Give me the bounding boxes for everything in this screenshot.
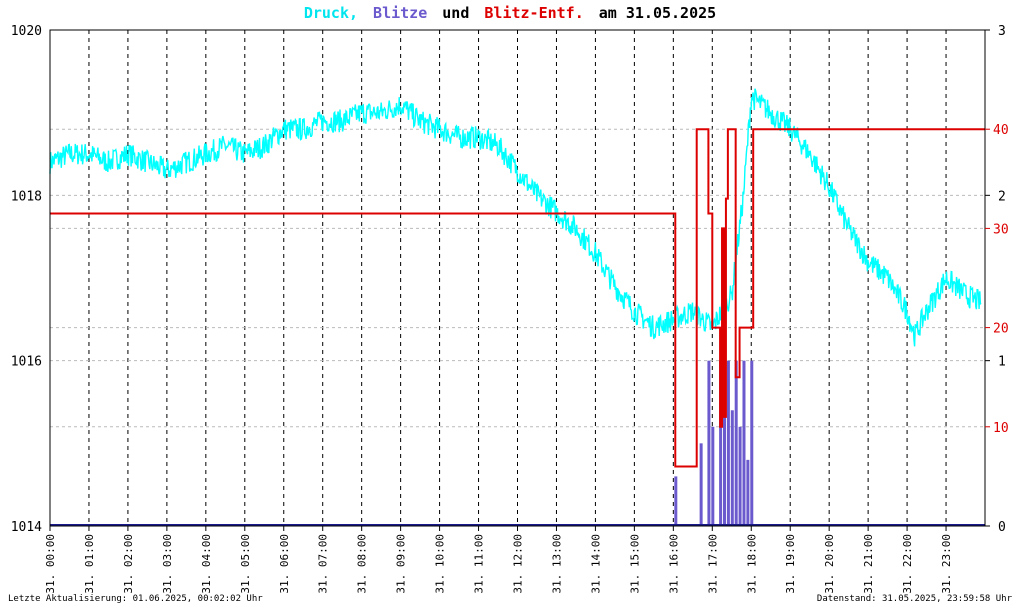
grid (50, 30, 985, 526)
title-date: am 31.05.2025 (599, 4, 716, 22)
strike-bar (711, 426, 715, 526)
x-tick-label: 31. 00:00 (44, 534, 57, 594)
x-tick-label: 31. 03:00 (161, 534, 174, 594)
x-tick-label: 31. 14:00 (589, 534, 602, 594)
footer-data-status: Datenstand: 31.05.2025, 23:59:58 Uhr (817, 594, 1013, 604)
x-tick-label: 31. 12:00 (512, 534, 525, 594)
y-left-tick-label: 1014 (11, 520, 42, 535)
y-left-tick-label: 1018 (11, 189, 42, 204)
x-tick-label: 31. 07:00 (317, 534, 330, 594)
x-tick-label: 31. 20:00 (823, 534, 836, 594)
x-tick-label: 31. 18:00 (745, 534, 758, 594)
x-tick-label: 31. 23:00 (940, 534, 953, 594)
pressure-series (49, 88, 982, 347)
y-right-distance-tick-label: 40 (993, 123, 1009, 138)
footer-last-update: Letzte Aktualisierung: 01.06.2025, 00:02… (8, 594, 263, 604)
x-tick-label: 31. 06:00 (278, 534, 291, 594)
x-tick-label: 31. 13:00 (550, 534, 563, 594)
title-strikes: Blitze (373, 4, 427, 22)
x-tick-label: 31. 19:00 (784, 534, 797, 594)
x-tick-label: 31. 17:00 (706, 534, 719, 594)
x-tick-label: 31. 15:00 (628, 534, 641, 594)
y-axis-right: 0 1 2 3 10 20 30 40 (985, 24, 1009, 535)
strike-bar (674, 476, 678, 526)
x-tick-label: 31. 01:00 (83, 534, 96, 594)
y-right-distance-tick-label: 20 (993, 322, 1009, 337)
x-tick-label: 31. 22:00 (901, 534, 914, 594)
pressure-line (49, 88, 982, 347)
strike-bar (707, 360, 711, 526)
title-und: und (442, 4, 469, 22)
distance-series (50, 128, 985, 468)
x-tick-label: 31. 08:00 (356, 534, 369, 594)
title-distance: Blitz-Entf. (484, 4, 583, 22)
strike-bar (730, 410, 734, 526)
strike-bar (734, 360, 738, 526)
chart-title: Druck, Blitze und Blitz-Entf. am 31.05.2… (304, 4, 716, 22)
y-right-strikes-tick-label: 3 (998, 24, 1006, 39)
x-tick-label: 31. 16:00 (667, 534, 680, 594)
x-tick-label: 31. 05:00 (239, 534, 252, 594)
x-tick-label: 31. 02:00 (122, 534, 135, 594)
distance-line (50, 128, 985, 468)
y-axis-left: 1014 1016 1018 1020 (11, 24, 42, 535)
strike-bar (699, 443, 703, 526)
strike-bar (750, 360, 754, 526)
strike-bar (723, 393, 727, 526)
strike-bar (742, 360, 746, 526)
y-right-strikes-tick-label: 2 (998, 189, 1006, 204)
y-right-distance-tick-label: 10 (993, 421, 1009, 436)
strike-bar (719, 360, 723, 526)
strike-bar (726, 360, 730, 526)
x-tick-label: 31. 10:00 (434, 534, 447, 594)
strike-bar (746, 459, 750, 526)
x-tick-label: 31. 11:00 (473, 534, 486, 594)
title-pressure: Druck, (304, 4, 358, 22)
strike-bar (738, 426, 742, 526)
x-tick-label: 31. 21:00 (862, 534, 875, 594)
x-tick-label: 31. 04:00 (200, 534, 213, 594)
y-right-distance-tick-label: 30 (993, 222, 1009, 237)
y-right-strikes-tick-label: 1 (998, 355, 1006, 370)
y-left-tick-label: 1020 (11, 24, 42, 39)
strikes-series (50, 360, 985, 526)
y-left-tick-label: 1016 (11, 355, 42, 370)
x-axis: 31. 00:00 31. 01:00 31. 02:00 31. 03:00 31. … (44, 526, 953, 594)
y-right-strikes-tick-label: 0 (998, 520, 1006, 535)
x-tick-label: 31. 09:00 (395, 534, 408, 594)
